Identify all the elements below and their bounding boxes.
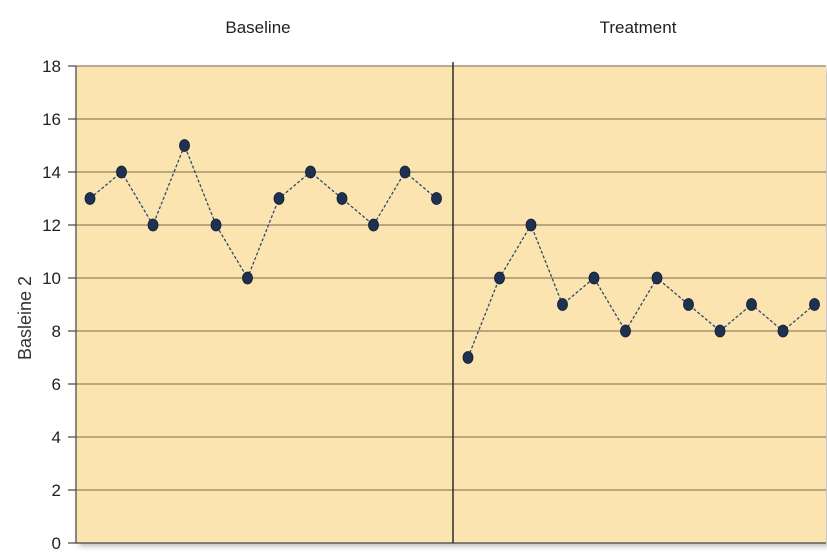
- y-tick-label: 14: [42, 163, 61, 182]
- y-tick-labels: 0 2 4 6 8 10 12 14 16 18: [42, 57, 61, 553]
- phase-labels: Baseline Treatment: [225, 18, 676, 37]
- data-point: [116, 165, 127, 179]
- data-point: [399, 165, 411, 179]
- phase-label-baseline: Baseline: [225, 18, 290, 37]
- data-point: [462, 351, 474, 364]
- data-point: [494, 271, 505, 285]
- y-tick-label: 10: [42, 269, 61, 288]
- data-point: [777, 324, 789, 338]
- y-tick-label: 0: [52, 534, 61, 553]
- data-point: [368, 218, 379, 232]
- phase-series-treatment: [462, 218, 820, 364]
- y-tick-label: 16: [42, 110, 61, 129]
- phase-series-baseline: [84, 139, 442, 285]
- y-tick-label: 2: [52, 481, 61, 500]
- y-tick-label: 6: [52, 375, 61, 394]
- data-point: [525, 218, 537, 232]
- data-point: [210, 218, 222, 232]
- y-tick-label: 18: [42, 57, 61, 76]
- series-line: [467, 223, 815, 358]
- y-tick-label: 12: [42, 216, 61, 235]
- data-point: [147, 218, 159, 232]
- data-point: [84, 192, 96, 205]
- plot-area: [76, 66, 826, 543]
- y-tick-label: 8: [52, 322, 61, 341]
- axes: [68, 62, 826, 544]
- data-point: [179, 139, 190, 152]
- phase-label-treatment: Treatment: [600, 18, 677, 37]
- y-axis-label: Basleine 2: [15, 276, 35, 360]
- data-point: [651, 271, 663, 285]
- data-point: [809, 298, 820, 311]
- data-point: [557, 298, 568, 311]
- data-point: [746, 298, 757, 311]
- data-point: [336, 192, 348, 205]
- series: [84, 139, 820, 364]
- series-line: [89, 143, 437, 280]
- data-point: [242, 271, 253, 285]
- data-point: [431, 192, 442, 205]
- gridlines: [76, 65, 826, 491]
- y-tick-label: 4: [52, 428, 61, 447]
- data-point: [714, 324, 726, 338]
- data-point: [305, 165, 316, 179]
- data-point: [588, 271, 600, 285]
- data-point: [620, 324, 631, 338]
- data-point: [683, 298, 694, 311]
- data-point: [273, 192, 285, 205]
